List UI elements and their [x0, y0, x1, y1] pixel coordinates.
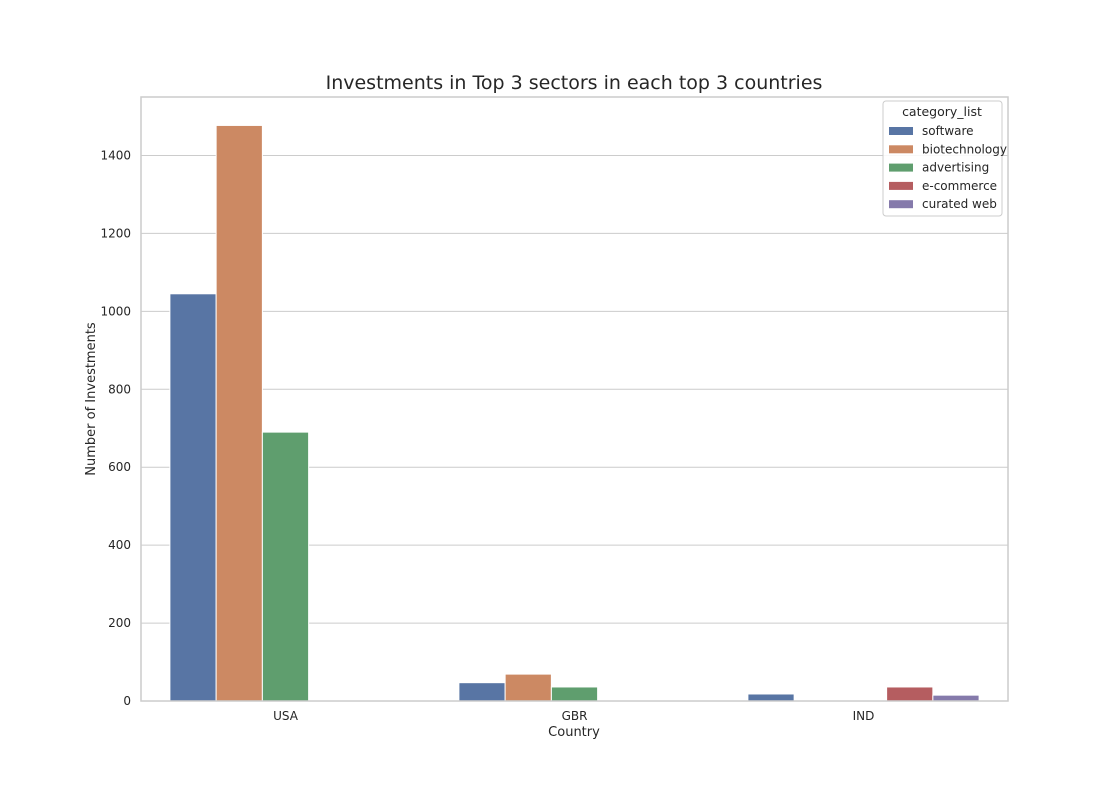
legend-swatch	[889, 127, 913, 135]
plot-frame	[140, 96, 1009, 702]
x-axis-label: Country	[548, 725, 600, 740]
y-axis-label: Number of Investments	[84, 322, 99, 476]
legend-swatch	[889, 163, 913, 172]
y-tick-label: 1200	[100, 226, 131, 240]
y-tick-label: 200	[108, 616, 131, 630]
legend-label: biotechnology	[922, 142, 1007, 156]
x-tick-label: GBR	[562, 709, 588, 723]
bar-curated-web-ind	[932, 694, 980, 702]
bars	[169, 124, 980, 702]
x-tick-label: USA	[273, 709, 299, 723]
bar-software-ind	[747, 693, 795, 702]
bar-biotechnology-gbr	[504, 673, 552, 702]
legend-label: software	[922, 124, 974, 138]
x-tick-label: IND	[853, 709, 875, 723]
bar-advertising-gbr	[550, 686, 599, 702]
y-tick-label: 800	[108, 382, 131, 396]
legend-label: e-commerce	[922, 179, 997, 193]
legend-title: category_list	[902, 104, 982, 119]
legend-swatch	[889, 181, 913, 190]
legend: category_list software biotechnology adver…	[882, 100, 1007, 217]
bar-software-gbr	[458, 682, 506, 702]
x-axis-ticks: USA GBR IND	[273, 709, 874, 723]
bar-e-commerce-ind	[886, 686, 934, 702]
bar-advertising-usa	[261, 431, 310, 702]
y-tick-label: 1400	[100, 148, 131, 162]
legend-items: software biotechnology advertising e-commer…	[889, 124, 1007, 211]
y-tick-label: 1000	[100, 304, 131, 318]
chart-title: Investments in Top 3 sectors in each top…	[326, 72, 823, 94]
bar-software-usa	[169, 293, 217, 702]
legend-swatch	[889, 145, 913, 154]
y-tick-label: 400	[108, 538, 131, 552]
y-tick-label: 600	[108, 460, 131, 474]
bar-biotechnology-usa	[215, 124, 263, 702]
y-tick-label: 0	[123, 694, 131, 708]
y-axis-ticks: 0 200 400 600 800 1000 1200 1400	[100, 148, 131, 708]
legend-label: advertising	[922, 161, 989, 175]
legend-label: curated web	[922, 197, 997, 211]
legend-swatch	[889, 200, 913, 209]
